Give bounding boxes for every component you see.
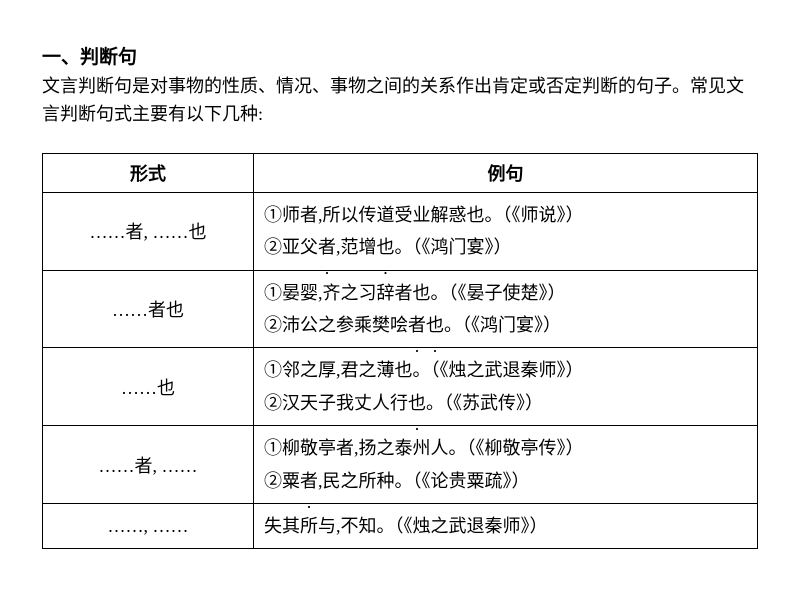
emphasized-char: 者 [395,277,413,309]
table-header-row: 形式 例句 [43,153,758,192]
form-cell: ……者也 [43,270,254,348]
example-cell: 失其所与,不知。（《烛之武退秦师》） [254,503,758,548]
table-row: ……者也 ①晏婴,齐之习辞者也。（《晏子使楚》）②沛公之参乘樊哙者也。（《鸿门宴》… [43,270,758,348]
form-cell: ……者, …… [43,426,254,504]
emphasized-char: 也 [413,277,431,309]
col-header-form: 形式 [43,153,254,192]
col-header-example: 例句 [254,153,758,192]
example-line: ①师者,所以传道受业解惑也。（《师说》） [264,199,747,231]
table-body: ……者, ……也①师者,所以传道受业解惑也。（《师说》）②亚父者,范增也。（《鸿… [43,192,758,549]
emphasized-char: 也 [395,354,413,386]
example-cell: ①师者,所以传道受业解惑也。（《师说》）②亚父者,范增也。（《鸿门宴》） [254,192,758,270]
emphasized-char: 者 [408,309,426,341]
document-page: 一、判断句 文言判断句是对事物的性质、情况、事物之间的关系作出肯定或否定判断的句… [0,0,800,549]
example-line: ②汉天子我丈人行也。（《苏武传》） [264,387,747,419]
table-row: ……者, ……①柳敬亭者,扬之泰州人。（《柳敬亭传》）②粟者,民之所种。（《论贵… [43,426,758,504]
form-cell: ……者, ……也 [43,192,254,270]
emphasized-char: 也 [426,309,444,341]
emphasized-char: 者 [318,231,336,263]
example-cell: ①邻之厚,君之薄也。（《烛之武退秦师》）②汉天子我丈人行也。（《苏武传》） [254,348,758,426]
emphasized-char: 者 [336,432,354,464]
form-cell: ……也 [43,348,254,426]
section-heading: 一、判断句 [42,42,758,69]
form-cell: ……, …… [43,503,254,548]
example-line: ①晏婴,齐之习辞者也。（《晏子使楚》） [264,277,747,309]
emphasized-char: 也 [467,199,485,231]
example-cell: ①柳敬亭者,扬之泰州人。（《柳敬亭传》）②粟者,民之所种。（《论贵粟疏》） [254,426,758,504]
example-line: ②亚父者,范增也。（《鸿门宴》） [264,231,747,263]
emphasized-char: 者 [300,199,318,231]
emphasized-char: 也 [377,231,395,263]
emphasized-char: 也 [408,387,426,419]
emphasized-char: 者 [300,465,318,497]
table-row: ……者, ……也①师者,所以传道受业解惑也。（《师说》）②亚父者,范增也。（《鸿… [43,192,758,270]
table-row: ……, …… 失其所与,不知。（《烛之武退秦师》） [43,503,758,548]
table-row: ……也①邻之厚,君之薄也。（《烛之武退秦师》）②汉天子我丈人行也。（《苏武传》） [43,348,758,426]
example-line: ①柳敬亭者,扬之泰州人。（《柳敬亭传》） [264,432,747,464]
intro-text: 文言判断句是对事物的性质、情况、事物之间的关系作出肯定或否定判断的句子。常见文言… [42,73,758,129]
example-line: ②粟者,民之所种。（《论贵粟疏》） [264,465,747,497]
example-line: 失其所与,不知。（《烛之武退秦师》） [264,510,747,542]
example-line: ②沛公之参乘樊哙者也。（《鸿门宴》） [264,309,747,341]
patterns-table: 形式 例句 ……者, ……也①师者,所以传道受业解惑也。（《师说》）②亚父者,范… [42,153,758,550]
example-line: ①邻之厚,君之薄也。（《烛之武退秦师》） [264,354,747,386]
